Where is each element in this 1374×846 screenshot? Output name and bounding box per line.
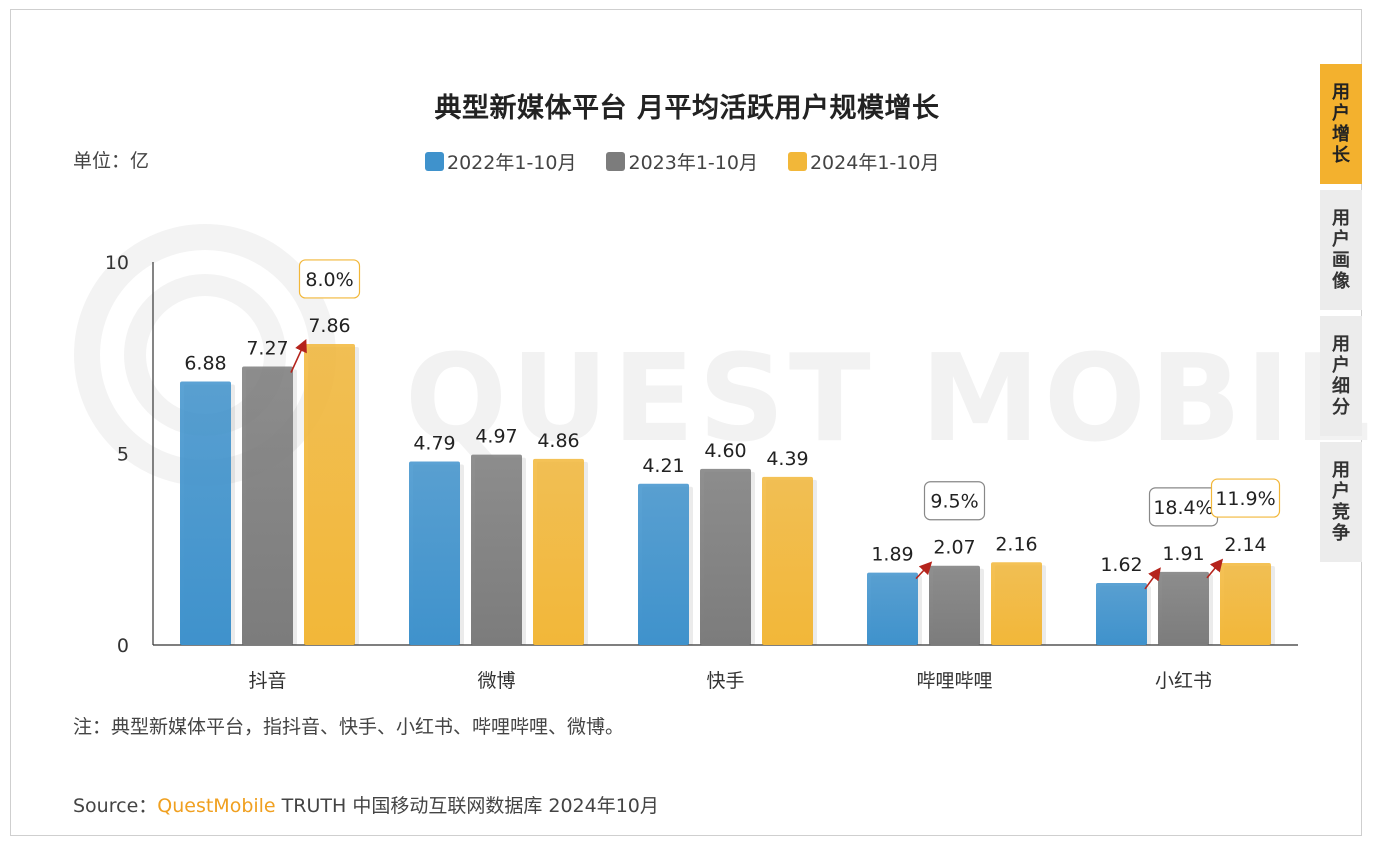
growth-rate-box: [923, 481, 986, 521]
growth-rate-label: 9.5%: [930, 491, 978, 513]
value-label: 4.97: [475, 426, 517, 448]
bar-微博-2023年1-10月: [471, 454, 522, 645]
growth-rate-label: 11.9%: [1215, 488, 1275, 510]
y-tick-label-5: 5: [117, 444, 129, 466]
source-suffix: TRUTH 中国移动互联网数据库 2024年10月: [275, 795, 659, 817]
category-label-小红书: 小红书: [1155, 670, 1212, 692]
growth-arrow: [1206, 558, 1224, 579]
value-label: 1.62: [1100, 554, 1142, 576]
category-label-微博: 微博: [477, 670, 515, 692]
growth-rate-box: [1210, 478, 1281, 518]
value-label: 1.89: [871, 544, 913, 566]
category-label-哔哩哔哩: 哔哩哔哩: [916, 670, 992, 692]
legend-swatch-2023: [606, 152, 626, 171]
bar-哔哩哔哩-2022年1-10月: [867, 572, 918, 645]
legend-label-2023: 2023年1-10月: [628, 152, 758, 174]
bar-微博-2024年1-10月: [533, 458, 584, 645]
tab-user-profile[interactable]: 用户画像: [1320, 190, 1362, 310]
chart-title: 典型新媒体平台 月平均活跃用户规模增长: [434, 93, 940, 124]
tab-user-segment[interactable]: 用户细分: [1320, 316, 1362, 436]
growth-rate-label: 18.4%: [1153, 497, 1213, 519]
value-label: 2.14: [1224, 534, 1266, 556]
bar-快手-2023年1-10月: [700, 468, 751, 645]
watermark-text: QUEST MOBILE: [405, 330, 1374, 469]
legend-label-2022: 2022年1-10月: [447, 152, 577, 174]
y-tick-label-10: 10: [105, 252, 129, 274]
y-tick-label-0: 0: [117, 635, 129, 657]
value-label: 1.91: [1162, 543, 1204, 565]
value-label: 2.16: [995, 533, 1037, 555]
tab-user-growth[interactable]: 用户增长: [1320, 64, 1362, 184]
value-label: 6.88: [184, 352, 226, 374]
bar-小红书-2023年1-10月: [1158, 571, 1209, 645]
side-tabs: 用户增长 用户画像 用户细分 用户竞争: [1320, 64, 1362, 568]
value-label: 4.39: [766, 448, 808, 470]
legend-item-2022: 2022年1-10月: [425, 148, 576, 175]
value-label: 4.86: [537, 430, 579, 452]
value-label: 7.86: [308, 315, 350, 337]
legend: 2022年1-10月 2023年1-10月 2024年1-10月: [425, 148, 939, 175]
legend-swatch-2024: [787, 152, 807, 171]
bar-抖音-2023年1-10月: [242, 366, 293, 645]
bar-微博-2022年1-10月: [409, 461, 460, 645]
value-label: 2.07: [933, 537, 975, 559]
bar-抖音-2022年1-10月: [180, 381, 231, 645]
growth-rate-label: 8.0%: [305, 269, 353, 291]
growth-arrow: [290, 339, 307, 373]
legend-swatch-2022: [425, 152, 444, 171]
bar-哔哩哔哩-2024年1-10月: [991, 562, 1042, 645]
category-label-抖音: 抖音: [248, 670, 286, 692]
growth-rate-box: [298, 259, 361, 299]
value-label: 4.21: [642, 455, 684, 477]
legend-item-2024: 2024年1-10月: [787, 148, 940, 175]
unit-label: 单位：亿: [73, 150, 150, 172]
bar-小红书-2022年1-10月: [1096, 582, 1147, 645]
bar-快手-2024年1-10月: [762, 476, 813, 645]
growth-arrow: [915, 561, 933, 580]
value-label: 4.60: [704, 440, 746, 462]
category-label-快手: 快手: [706, 670, 744, 692]
source-prefix: Source：: [73, 795, 158, 817]
value-label: 7.27: [246, 338, 288, 360]
bar-快手-2022年1-10月: [638, 483, 689, 645]
bar-抖音-2024年1-10月: [304, 343, 355, 645]
legend-item-2023: 2023年1-10月: [606, 148, 758, 175]
legend-label-2024: 2024年1-10月: [809, 152, 940, 174]
source-line: Source：QuestMobile TRUTH 中国移动互联网数据库 2024…: [73, 791, 659, 818]
value-label: 4.79: [413, 433, 455, 455]
bar-小红书-2024年1-10月: [1220, 563, 1271, 645]
growth-arrow: [1144, 567, 1161, 590]
source-brand: QuestMobile: [157, 795, 276, 817]
bar-哔哩哔哩-2023年1-10月: [929, 565, 980, 645]
tab-user-competition[interactable]: 用户竞争: [1320, 442, 1362, 562]
footnote: 注：典型新媒体平台，指抖音、快手、小红书、哔哩哔哩、微博。: [73, 716, 625, 738]
